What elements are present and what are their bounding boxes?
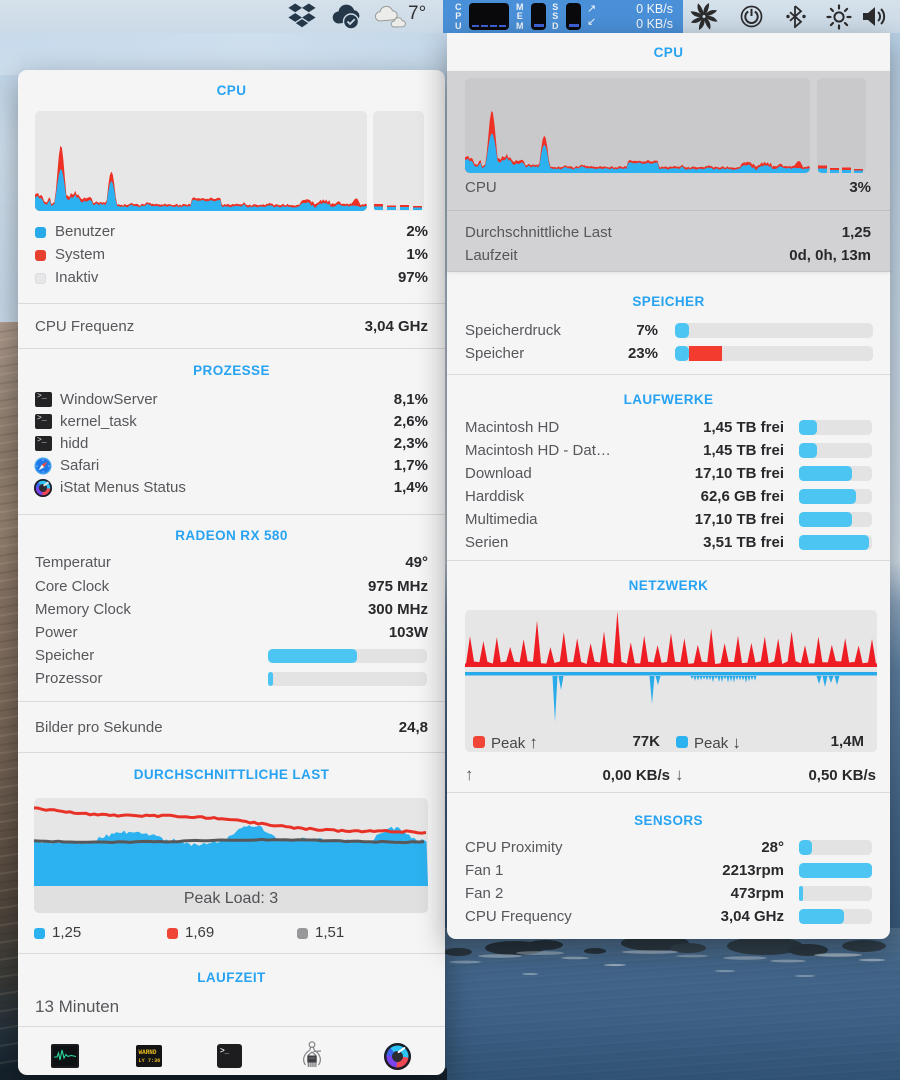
svg-text:LY 7:36: LY 7:36 [139, 1058, 161, 1064]
svg-text:>_: >_ [220, 1046, 230, 1055]
svg-text:WARND: WARND [139, 1049, 157, 1056]
